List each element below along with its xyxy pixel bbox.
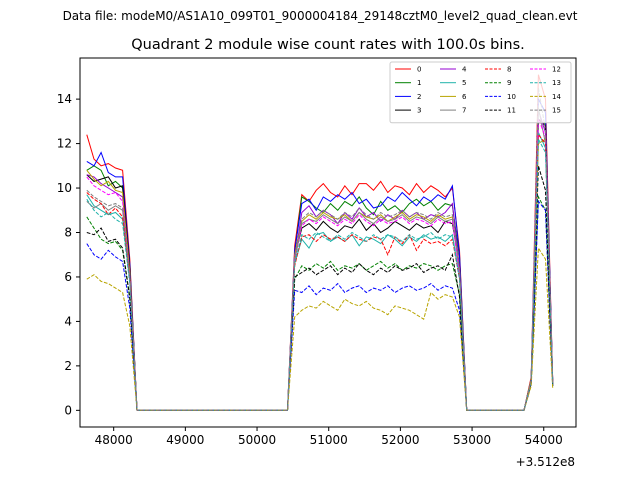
series-line-13 — [86, 137, 554, 411]
plot-area — [79, 57, 577, 428]
legend-label-0: 0 — [417, 66, 421, 74]
legend-label-3: 3 — [417, 107, 421, 115]
legend-label-2: 2 — [417, 93, 421, 101]
legend-label-1: 1 — [417, 79, 421, 87]
legend-label-6: 6 — [462, 93, 467, 101]
legend-label-11: 11 — [507, 107, 516, 115]
y-tick-label: 4 — [64, 314, 72, 328]
figure-suptitle: Data file: modeM0/AS1A10_099T01_90000041… — [63, 9, 578, 23]
x-axis: 48000 49000 50000 51000 52000 53000 54000 — [95, 427, 563, 447]
y-tick-label: 0 — [64, 403, 72, 417]
y-tick-label: 8 — [64, 225, 72, 239]
x-tick-label: 53000 — [453, 433, 491, 447]
y-tick-label: 2 — [64, 359, 72, 373]
y-axis: 0 2 4 6 8 10 12 14 — [57, 92, 80, 417]
legend-label-12: 12 — [552, 66, 561, 74]
y-tick-label: 6 — [64, 270, 72, 284]
x-tick-label: 48000 — [95, 433, 133, 447]
y-tick-label: 12 — [57, 137, 72, 151]
legend-label-15: 15 — [552, 107, 561, 115]
series-line-15 — [86, 87, 554, 411]
chart-title: Quadrant 2 module wise count rates with … — [131, 37, 525, 53]
legend-label-10: 10 — [507, 93, 516, 101]
legend-label-13: 13 — [552, 79, 561, 87]
axes-frame — [79, 57, 577, 428]
legend-label-4: 4 — [462, 66, 467, 74]
x-tick-label: 52000 — [381, 433, 419, 447]
legend-box — [389, 61, 572, 124]
legend-label-8: 8 — [507, 66, 511, 74]
x-tick-label: 54000 — [525, 433, 563, 447]
series-layer — [86, 74, 554, 411]
legend-label-7: 7 — [462, 107, 466, 115]
x-offset-label: +3.512e8 — [516, 455, 575, 469]
legend-label-9: 9 — [507, 79, 511, 87]
x-tick-label: 49000 — [166, 433, 204, 447]
x-tick-label: 51000 — [310, 433, 348, 447]
y-tick-label: 10 — [57, 181, 72, 195]
legend-label-5: 5 — [462, 79, 466, 87]
legend-label-14: 14 — [552, 93, 561, 101]
x-tick-label: 50000 — [238, 433, 276, 447]
y-tick-label: 14 — [57, 92, 72, 106]
